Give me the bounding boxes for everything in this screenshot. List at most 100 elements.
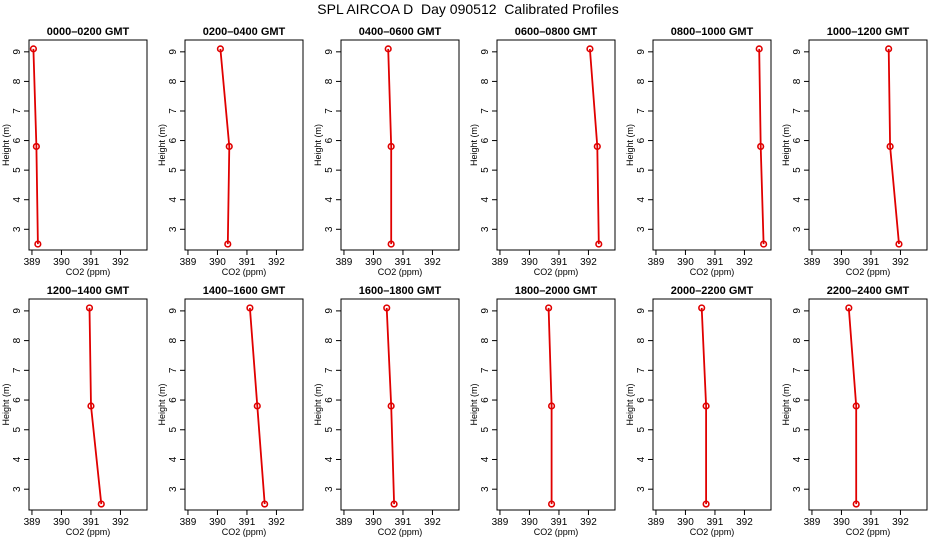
x-axis-label: CO2 (ppm) xyxy=(690,267,735,277)
data-point xyxy=(852,500,860,508)
profile-line xyxy=(547,307,553,505)
y-tick-label: 6 xyxy=(636,397,647,403)
plot-frame xyxy=(652,298,772,511)
x-tick-label: 389 xyxy=(180,257,197,268)
x-tick-label: 392 xyxy=(736,257,753,268)
y-tick-label: 3 xyxy=(324,226,335,232)
data-point xyxy=(387,402,395,410)
data-point xyxy=(755,45,763,53)
profile-line xyxy=(249,307,266,505)
y-axis-label: Height (m) xyxy=(625,124,635,166)
y-tick-label: 6 xyxy=(12,397,23,403)
y-tick-label: 8 xyxy=(324,78,335,84)
y-tick-label: 8 xyxy=(636,78,647,84)
x-axis-label: CO2 (ppm) xyxy=(690,527,735,537)
x-tick-label: 392 xyxy=(736,517,753,528)
data-point xyxy=(593,142,601,151)
y-tick-label: 4 xyxy=(12,196,23,202)
y-tick-label: 9 xyxy=(12,308,23,314)
x-tick-label: 390 xyxy=(53,517,70,528)
x-tick-label: 392 xyxy=(580,517,597,528)
y-tick-label: 7 xyxy=(12,108,23,114)
y-tick-label: 9 xyxy=(792,308,803,314)
y-tick-label: 8 xyxy=(324,337,335,343)
x-tick-label: 391 xyxy=(83,517,100,528)
x-tick-label: 390 xyxy=(833,257,850,268)
data-point xyxy=(595,240,603,248)
y-tick-label: 6 xyxy=(168,137,179,143)
y-tick-label: 3 xyxy=(168,486,179,492)
y-tick-label: 8 xyxy=(12,337,23,343)
panel-title: 1800–2000 GMT xyxy=(515,285,598,297)
x-tick-label: 392 xyxy=(424,517,441,528)
x-tick-label: 390 xyxy=(833,517,850,528)
y-tick-label: 5 xyxy=(792,427,803,433)
y-tick-label: 7 xyxy=(480,108,491,114)
y-tick-label: 6 xyxy=(324,397,335,403)
data-point xyxy=(387,240,395,248)
data-point xyxy=(97,500,105,508)
y-tick-label: 6 xyxy=(792,137,803,143)
x-tick-label: 391 xyxy=(707,517,724,528)
x-tick-label: 391 xyxy=(395,517,412,528)
y-tick-label: 4 xyxy=(480,196,491,202)
x-tick-label: 391 xyxy=(551,257,568,268)
profile-line xyxy=(387,48,393,245)
data-point xyxy=(547,402,556,410)
y-tick-label: 5 xyxy=(792,167,803,173)
figure-title: SPL AIRCOA D Day 090512 Calibrated Profi… xyxy=(317,1,619,17)
panel-title: 0000–0200 GMT xyxy=(47,26,130,38)
y-tick-label: 5 xyxy=(12,167,23,173)
plot-frame xyxy=(340,39,460,251)
data-point xyxy=(852,402,860,410)
data-point xyxy=(85,304,94,312)
data-point xyxy=(29,45,38,53)
x-axis-label: CO2 (ppm) xyxy=(66,527,111,537)
data-point xyxy=(32,142,40,151)
y-tick-label: 4 xyxy=(324,196,335,202)
y-tick-label: 7 xyxy=(168,108,179,114)
y-axis-label: Height (m) xyxy=(1,383,11,425)
x-tick-label: 392 xyxy=(268,517,285,528)
y-tick-label: 7 xyxy=(324,108,335,114)
y-tick-label: 7 xyxy=(792,367,803,373)
y-tick-label: 4 xyxy=(792,456,803,462)
y-tick-label: 4 xyxy=(324,456,335,462)
x-tick-label: 390 xyxy=(53,257,70,268)
x-axis-label: CO2 (ppm) xyxy=(846,527,891,537)
y-tick-label: 7 xyxy=(324,367,335,373)
panel-title: 1400–1600 GMT xyxy=(203,285,286,297)
y-axis-label: Height (m) xyxy=(781,383,791,425)
data-point xyxy=(886,142,894,151)
plot-frame xyxy=(184,39,304,251)
y-tick-label: 7 xyxy=(636,108,647,114)
data-point xyxy=(845,304,853,312)
y-tick-label: 9 xyxy=(12,49,23,55)
profile-line xyxy=(32,48,39,245)
data-point xyxy=(757,142,765,151)
x-tick-label: 389 xyxy=(492,257,509,268)
x-tick-label: 391 xyxy=(863,257,880,268)
y-tick-label: 9 xyxy=(324,308,335,314)
panel-title: 1000–1200 GMT xyxy=(827,26,910,38)
y-tick-label: 9 xyxy=(168,308,179,314)
y-axis-label: Height (m) xyxy=(313,383,323,425)
y-tick-label: 5 xyxy=(480,167,491,173)
panel-title: 0200–0400 GMT xyxy=(203,26,286,38)
x-tick-label: 389 xyxy=(648,517,665,528)
x-tick-label: 391 xyxy=(395,257,412,268)
plot-frame xyxy=(808,298,928,511)
x-tick-label: 391 xyxy=(83,257,100,268)
y-tick-label: 8 xyxy=(480,78,491,84)
x-tick-label: 392 xyxy=(268,257,285,268)
data-point xyxy=(383,304,391,312)
y-axis-label: Height (m) xyxy=(469,124,479,166)
y-tick-label: 6 xyxy=(480,397,491,403)
y-tick-label: 3 xyxy=(12,486,23,492)
data-point xyxy=(702,402,710,410)
y-tick-label: 3 xyxy=(636,226,647,232)
